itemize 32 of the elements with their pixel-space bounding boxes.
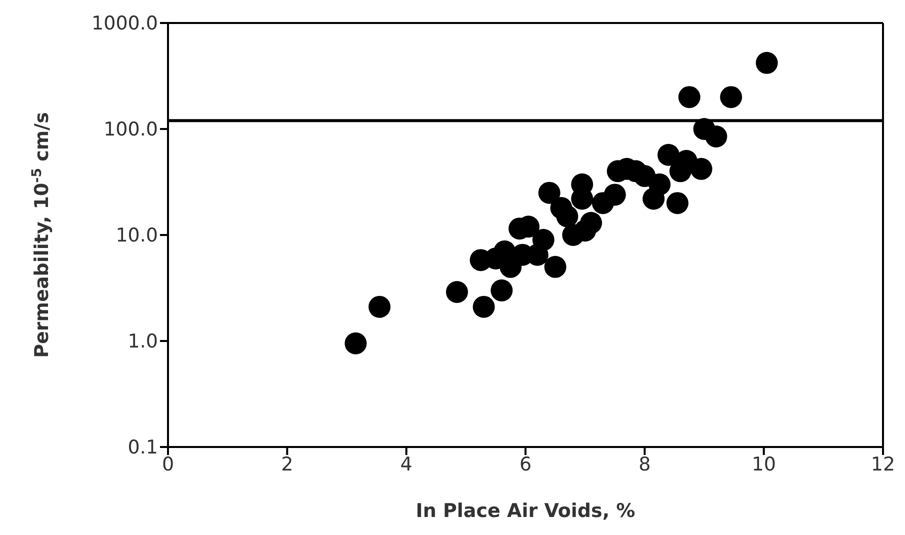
point [472, 296, 495, 318]
point [368, 296, 391, 318]
point [604, 184, 626, 206]
point [544, 256, 566, 278]
x-tick-label: 6 [519, 453, 532, 476]
point [532, 228, 554, 251]
point [690, 158, 712, 180]
point [538, 182, 560, 204]
point [720, 86, 742, 108]
x-tick-label: 8 [638, 453, 651, 476]
x-tick-label: 2 [281, 453, 294, 476]
y-tick-label: 1000.0 [92, 12, 158, 35]
y-tick-label: 1.0 [128, 330, 158, 353]
y-tick-label: 100.0 [104, 118, 158, 141]
x-axis-title: In Place Air Voids, % [416, 500, 636, 522]
point [705, 125, 728, 148]
point [556, 205, 578, 228]
point [666, 192, 688, 214]
x-tick-label: 4 [400, 453, 412, 476]
point [678, 86, 700, 108]
point [658, 144, 680, 166]
point [756, 52, 778, 74]
point [446, 280, 468, 303]
point [648, 173, 671, 196]
x-tick-label: 12 [870, 453, 896, 476]
point [580, 212, 602, 234]
point [344, 332, 367, 354]
y-tick-label: 0.1 [128, 436, 158, 459]
y-tick-label: 10.0 [116, 224, 158, 247]
x-tick-label: 0 [162, 453, 174, 476]
point [490, 279, 513, 302]
x-tick-label: 10 [752, 453, 776, 476]
